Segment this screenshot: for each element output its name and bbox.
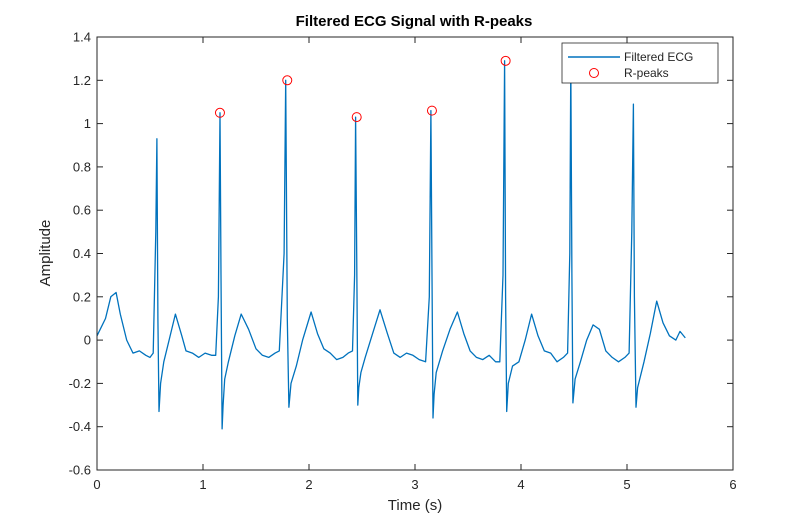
y-tick-label: 0.4 (73, 246, 91, 261)
x-tick-label: 5 (623, 477, 630, 492)
x-tick-label: 3 (411, 477, 418, 492)
legend-entry-r-peaks: R-peaks (624, 66, 669, 80)
legend: Filtered ECG R-peaks (561, 42, 719, 84)
y-tick-label: -0.2 (69, 376, 91, 391)
chart-title: Filtered ECG Signal with R-peaks (296, 13, 533, 30)
x-axis-label: Time (s) (388, 497, 442, 514)
y-tick-label: -0.4 (69, 419, 91, 434)
x-tick-label: 6 (729, 477, 736, 492)
y-tick-label: 0.2 (73, 289, 91, 304)
x-tick-label: 1 (199, 477, 206, 492)
y-tick-label: 1 (84, 116, 91, 131)
y-tick-label: 0.6 (73, 203, 91, 218)
y-axis-label: Amplitude (37, 220, 54, 287)
ecg-line-layer (96, 60, 686, 430)
x-tick-label: 2 (305, 477, 312, 492)
plot-area (97, 37, 733, 470)
y-tick-label: -0.6 (69, 463, 91, 478)
r-peak-marker (214, 107, 225, 118)
x-tick-label: 0 (93, 477, 100, 492)
ecg-series-line (96, 60, 686, 430)
x-axis: 0 1 2 3 4 5 6 (93, 37, 737, 492)
r-peak-marker (500, 55, 511, 66)
y-tick-label: 1.4 (73, 30, 91, 45)
r-peaks-layer (214, 55, 511, 123)
legend-marker-swatch (589, 68, 599, 78)
r-peak-marker (282, 75, 293, 86)
x-tick-label: 4 (517, 477, 524, 492)
legend-entry-filtered-ecg: Filtered ECG (624, 50, 693, 64)
r-peak-marker (351, 112, 362, 123)
legend-box (561, 42, 719, 84)
y-tick-label: 1.2 (73, 73, 91, 88)
r-peak-marker (426, 105, 437, 116)
y-tick-label: 0 (84, 333, 91, 348)
y-tick-label: 0.8 (73, 159, 91, 174)
y-axis: -0.6 -0.4 -0.2 0 0.2 0.4 0.6 0.8 1 1.2 1.4 (69, 30, 733, 478)
